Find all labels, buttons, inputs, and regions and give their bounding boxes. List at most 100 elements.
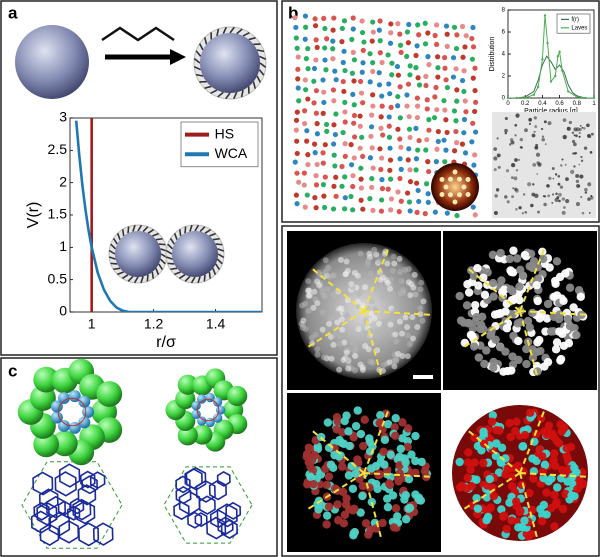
micrograph-particle	[498, 287, 507, 297]
micrograph-particle	[411, 431, 420, 441]
lattice-particle	[333, 193, 339, 199]
ligand	[159, 258, 166, 265]
panel-label: b	[288, 3, 298, 22]
tile	[187, 511, 203, 529]
lattice-particle	[414, 95, 420, 101]
x-tick-label: 0.4	[538, 101, 547, 107]
panel-label: a	[8, 3, 18, 22]
micrograph-particle	[474, 281, 483, 290]
micrograph-particle	[338, 316, 345, 323]
stm-feature	[547, 121, 552, 126]
micrograph-particle	[404, 324, 411, 331]
stm-feature	[580, 159, 584, 163]
lattice-particle	[444, 129, 450, 136]
stm-feature	[573, 142, 577, 147]
lattice-particle	[304, 128, 310, 134]
series-marker	[558, 50, 561, 53]
micrograph-particle	[512, 417, 521, 427]
cluster-sphere-small	[57, 392, 70, 405]
lattice-particle	[414, 103, 421, 109]
micrograph-particle	[537, 309, 546, 318]
stm-feature	[551, 167, 555, 170]
ligand	[190, 276, 196, 284]
micrograph-particle	[391, 504, 401, 513]
ligand	[170, 267, 178, 271]
micrograph-particle	[517, 522, 527, 532]
lattice-particle	[405, 40, 411, 46]
lattice-particle	[377, 38, 383, 44]
stm-feature	[504, 195, 508, 199]
lattice-particle	[370, 103, 376, 109]
micrograph-particle	[343, 349, 350, 356]
legend-label: WCA	[215, 145, 248, 161]
y-tick-label: 4	[502, 52, 506, 58]
micrograph-particle	[398, 434, 407, 443]
micrograph-particle	[378, 287, 385, 294]
micrograph-particle	[403, 424, 413, 433]
lattice-particle	[387, 157, 394, 163]
lattice-particle	[358, 90, 365, 96]
micrograph-particle	[393, 338, 400, 345]
micrograph-particle	[529, 474, 538, 483]
lattice-particle	[444, 43, 450, 49]
lattice-particle	[387, 145, 393, 151]
lattice-particle	[294, 138, 300, 144]
lattice-particle	[424, 106, 430, 112]
ligand	[165, 256, 173, 260]
micrograph-particle	[344, 471, 354, 480]
micrograph-particle	[479, 325, 488, 334]
cluster-sphere-small	[197, 394, 207, 404]
micrograph-particle	[314, 300, 321, 307]
micrograph-particle	[567, 491, 576, 500]
stm-feature	[532, 162, 537, 167]
lattice-particle	[303, 56, 309, 62]
lattice-particle	[301, 182, 307, 188]
lattice-particle	[444, 31, 450, 37]
cluster-sphere-small	[212, 413, 223, 423]
lattice-particle	[313, 110, 319, 116]
stm-feature	[510, 176, 514, 180]
lattice-particle	[462, 98, 468, 104]
stm-feature	[562, 118, 567, 123]
lattice-particle	[435, 74, 441, 80]
y-tick-label: 0.5	[48, 270, 68, 286]
micrograph-particle	[390, 423, 399, 432]
micrograph-particle	[470, 433, 479, 442]
lattice-particle	[350, 49, 356, 55]
lattice-particle	[367, 196, 373, 202]
micrograph-particle	[384, 260, 391, 267]
lattice-particle	[320, 77, 326, 83]
lattice-particle	[301, 170, 307, 176]
cluster-sphere-large	[33, 366, 60, 393]
micrograph-particle	[501, 307, 510, 316]
lattice-particle	[294, 170, 300, 176]
micrograph-particle	[559, 423, 569, 433]
lattice-particle	[443, 147, 449, 153]
micrograph-particle	[380, 435, 390, 445]
micrograph-particle	[359, 364, 366, 371]
micrograph-particle	[387, 285, 394, 292]
micrograph-particle	[345, 441, 354, 451]
micrograph-particle	[386, 359, 393, 366]
micrograph-particle	[398, 418, 407, 427]
stm-feature	[534, 145, 539, 150]
series-marker	[541, 58, 544, 61]
lattice-particle	[472, 87, 478, 94]
micrograph-particle	[339, 326, 346, 333]
lattice-particle	[461, 116, 468, 123]
micrograph-particle	[518, 442, 528, 451]
micrograph-particle	[523, 316, 533, 326]
micrograph-particle	[326, 274, 333, 281]
lattice-particle	[342, 141, 348, 147]
symmetry-axis	[519, 472, 588, 478]
lattice-particle	[378, 114, 384, 120]
micrograph-particle	[550, 490, 559, 499]
stm-feature	[558, 192, 562, 197]
symmetry-axis	[363, 409, 390, 474]
series-marker	[567, 90, 570, 93]
ligand	[204, 85, 212, 90]
micrograph-particle	[514, 336, 523, 346]
ligand	[217, 91, 224, 98]
micrograph-particle	[396, 318, 403, 325]
micrograph-particle	[356, 508, 365, 517]
